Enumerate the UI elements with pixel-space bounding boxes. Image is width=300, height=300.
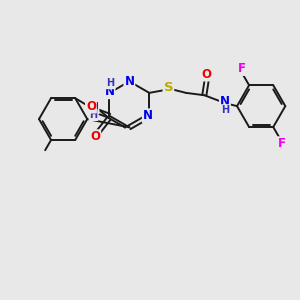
Text: F: F (238, 62, 246, 75)
Text: H: H (89, 110, 98, 120)
Text: O: O (90, 130, 100, 143)
Text: N: N (124, 75, 134, 88)
Text: N: N (220, 95, 230, 108)
Text: O: O (86, 100, 96, 112)
Text: F: F (278, 137, 286, 150)
Text: N: N (88, 100, 98, 113)
Text: S: S (164, 81, 173, 94)
Text: O: O (202, 68, 212, 80)
Text: H: H (106, 79, 115, 88)
Text: H: H (221, 105, 229, 115)
Text: N: N (104, 85, 115, 98)
Text: N: N (143, 109, 153, 122)
